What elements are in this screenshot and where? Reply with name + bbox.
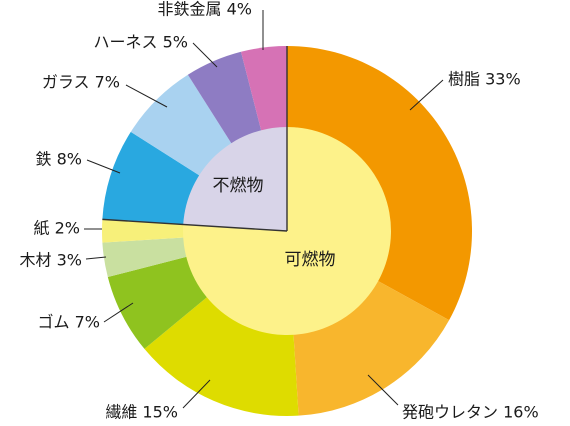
slice-label-6: 鉄 8% [36,150,82,169]
leader-line-3 [103,302,134,323]
inner-group-label-1: 不燃物 [213,176,264,196]
slice-label-2: 繊維 15% [105,403,178,422]
inner-group-1 [183,127,287,231]
leader-line-4 [85,256,107,260]
slice-label-8: ハーネス 5% [94,33,188,52]
slice-label-0: 樹脂 33% [448,70,521,89]
leader-line-6 [86,159,121,174]
leader-line-8 [192,42,218,68]
slice-label-4: 木材 3% [20,251,82,270]
leader-line-2 [182,379,211,409]
inner-group-label-0: 可燃物 [285,250,336,270]
leader-line-0 [409,79,444,111]
group-separator-1 [102,218,288,232]
slice-label-9: 非鉄金属 4% [158,0,252,19]
leader-line-7 [125,84,168,108]
slice-label-1: 発砲ウレタン 16% [402,403,539,422]
slice-label-3: ゴム 7% [38,313,100,332]
slice-label-7: ガラス 7% [42,73,120,92]
slice-label-5: 紙 2% [34,219,80,238]
leader-line-1 [367,374,399,406]
